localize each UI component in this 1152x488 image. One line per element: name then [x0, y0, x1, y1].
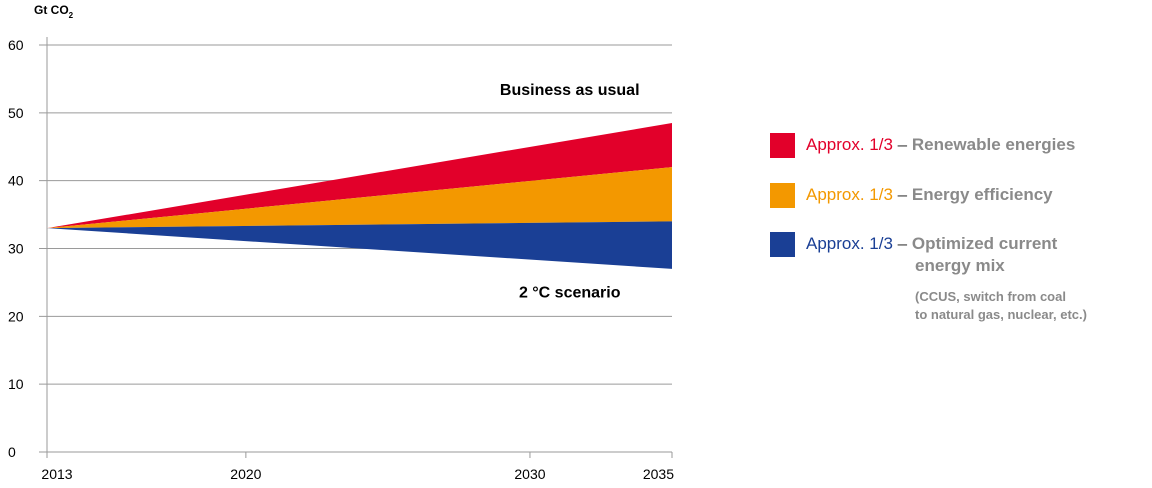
y-tick-label: 60: [8, 37, 24, 53]
legend-swatch-energy-mix: [770, 232, 795, 257]
legend-label-renewables: Renewable energies: [911, 135, 1076, 154]
annotation-2c-scenario: 2 °C scenario: [519, 284, 621, 301]
area-energy-efficiency: [47, 167, 672, 229]
x-tick-label: 2020: [230, 466, 261, 482]
y-tick-label: 10: [8, 376, 24, 392]
y-tick-label: 50: [8, 105, 24, 121]
x-tick-label: 2035: [643, 466, 674, 482]
y-tick-label: 40: [8, 173, 24, 189]
legend-approx-renewables: Approx. 1/3: [806, 135, 893, 154]
legend-label-efficiency: Energy efficiency: [911, 185, 1053, 204]
legend-approx-efficiency: Approx. 1/3: [806, 185, 893, 204]
area-renewable-energies: [47, 123, 672, 229]
legend-label-energy-mix: Optimized current: [911, 234, 1058, 253]
legend-note-line2: to natural gas, nuclear, etc.): [915, 307, 1087, 322]
area-optimized-current-energy-mix: [47, 221, 672, 269]
legend-label-energy-mix-line2: energy mix: [915, 256, 1005, 275]
annotation-business-as-usual: Business as usual: [500, 82, 640, 99]
annotations: Business as usual 2 °C scenario: [500, 82, 640, 301]
legend-swatch-renewables: [770, 133, 795, 158]
y-tick-label: 30: [8, 241, 24, 257]
area-series: [47, 123, 672, 269]
legend-item-energy-mix: Approx. 1/3 – Optimized current energy m…: [770, 232, 1152, 342]
legend-swatch-efficiency: [770, 183, 795, 208]
y-tick-label: 0: [8, 444, 16, 460]
y-tick-label: 20: [8, 308, 24, 324]
x-tick-label: 2030: [514, 466, 545, 482]
legend-note-line1: (CCUS, switch from coal: [915, 289, 1066, 304]
legend-approx-energy-mix: Approx. 1/3: [806, 234, 893, 253]
y-unit-label: Gt CO2: [34, 3, 74, 20]
x-tick-label: 2013: [41, 466, 72, 482]
